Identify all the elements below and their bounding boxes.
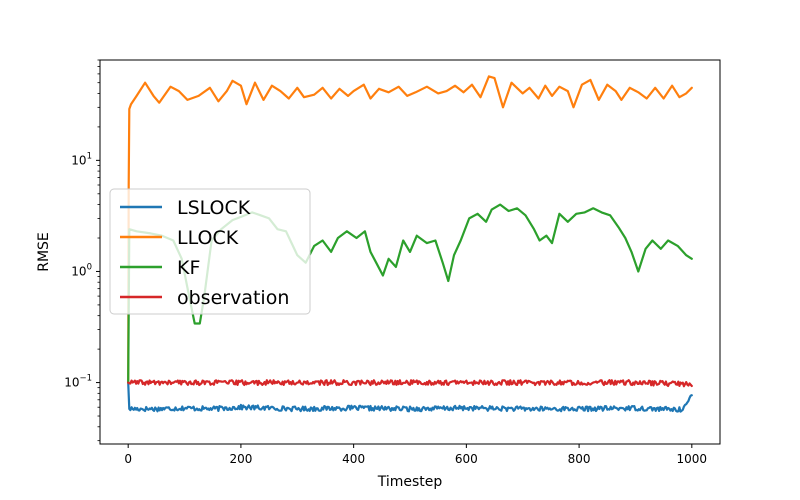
series-line-llock (127, 75, 693, 384)
legend-label-kf: KF (177, 257, 200, 279)
x-tick-label: 0 (124, 452, 132, 466)
x-tick-label: 400 (342, 452, 365, 466)
legend-label-llock: LLOCK (177, 227, 239, 249)
series-line-lslock (127, 381, 693, 413)
plot-frame (99, 59, 721, 445)
x-tick-label: 1000 (677, 452, 708, 466)
legend-label-observation: observation (177, 287, 289, 309)
x-tick-label: 200 (229, 452, 252, 466)
y-axis-label: RMSE (36, 232, 52, 272)
x-tick-label: 800 (568, 452, 591, 466)
axes-layer: 0 200 400 600 800 1000 10−1 100 101 (64, 59, 708, 466)
y-tick-label: 10−1 (64, 374, 92, 390)
legend-box (109, 188, 311, 315)
legend: LSLOCK LLOCK KF observation (109, 188, 311, 315)
series-line-observation (127, 379, 693, 388)
x-axis-label: Timestep (377, 474, 443, 490)
x-tick-label: 600 (455, 452, 478, 466)
y-tick-label: 101 (71, 151, 92, 167)
y-tick-label: 100 (71, 262, 92, 278)
legend-label-lslock: LSLOCK (177, 197, 251, 219)
